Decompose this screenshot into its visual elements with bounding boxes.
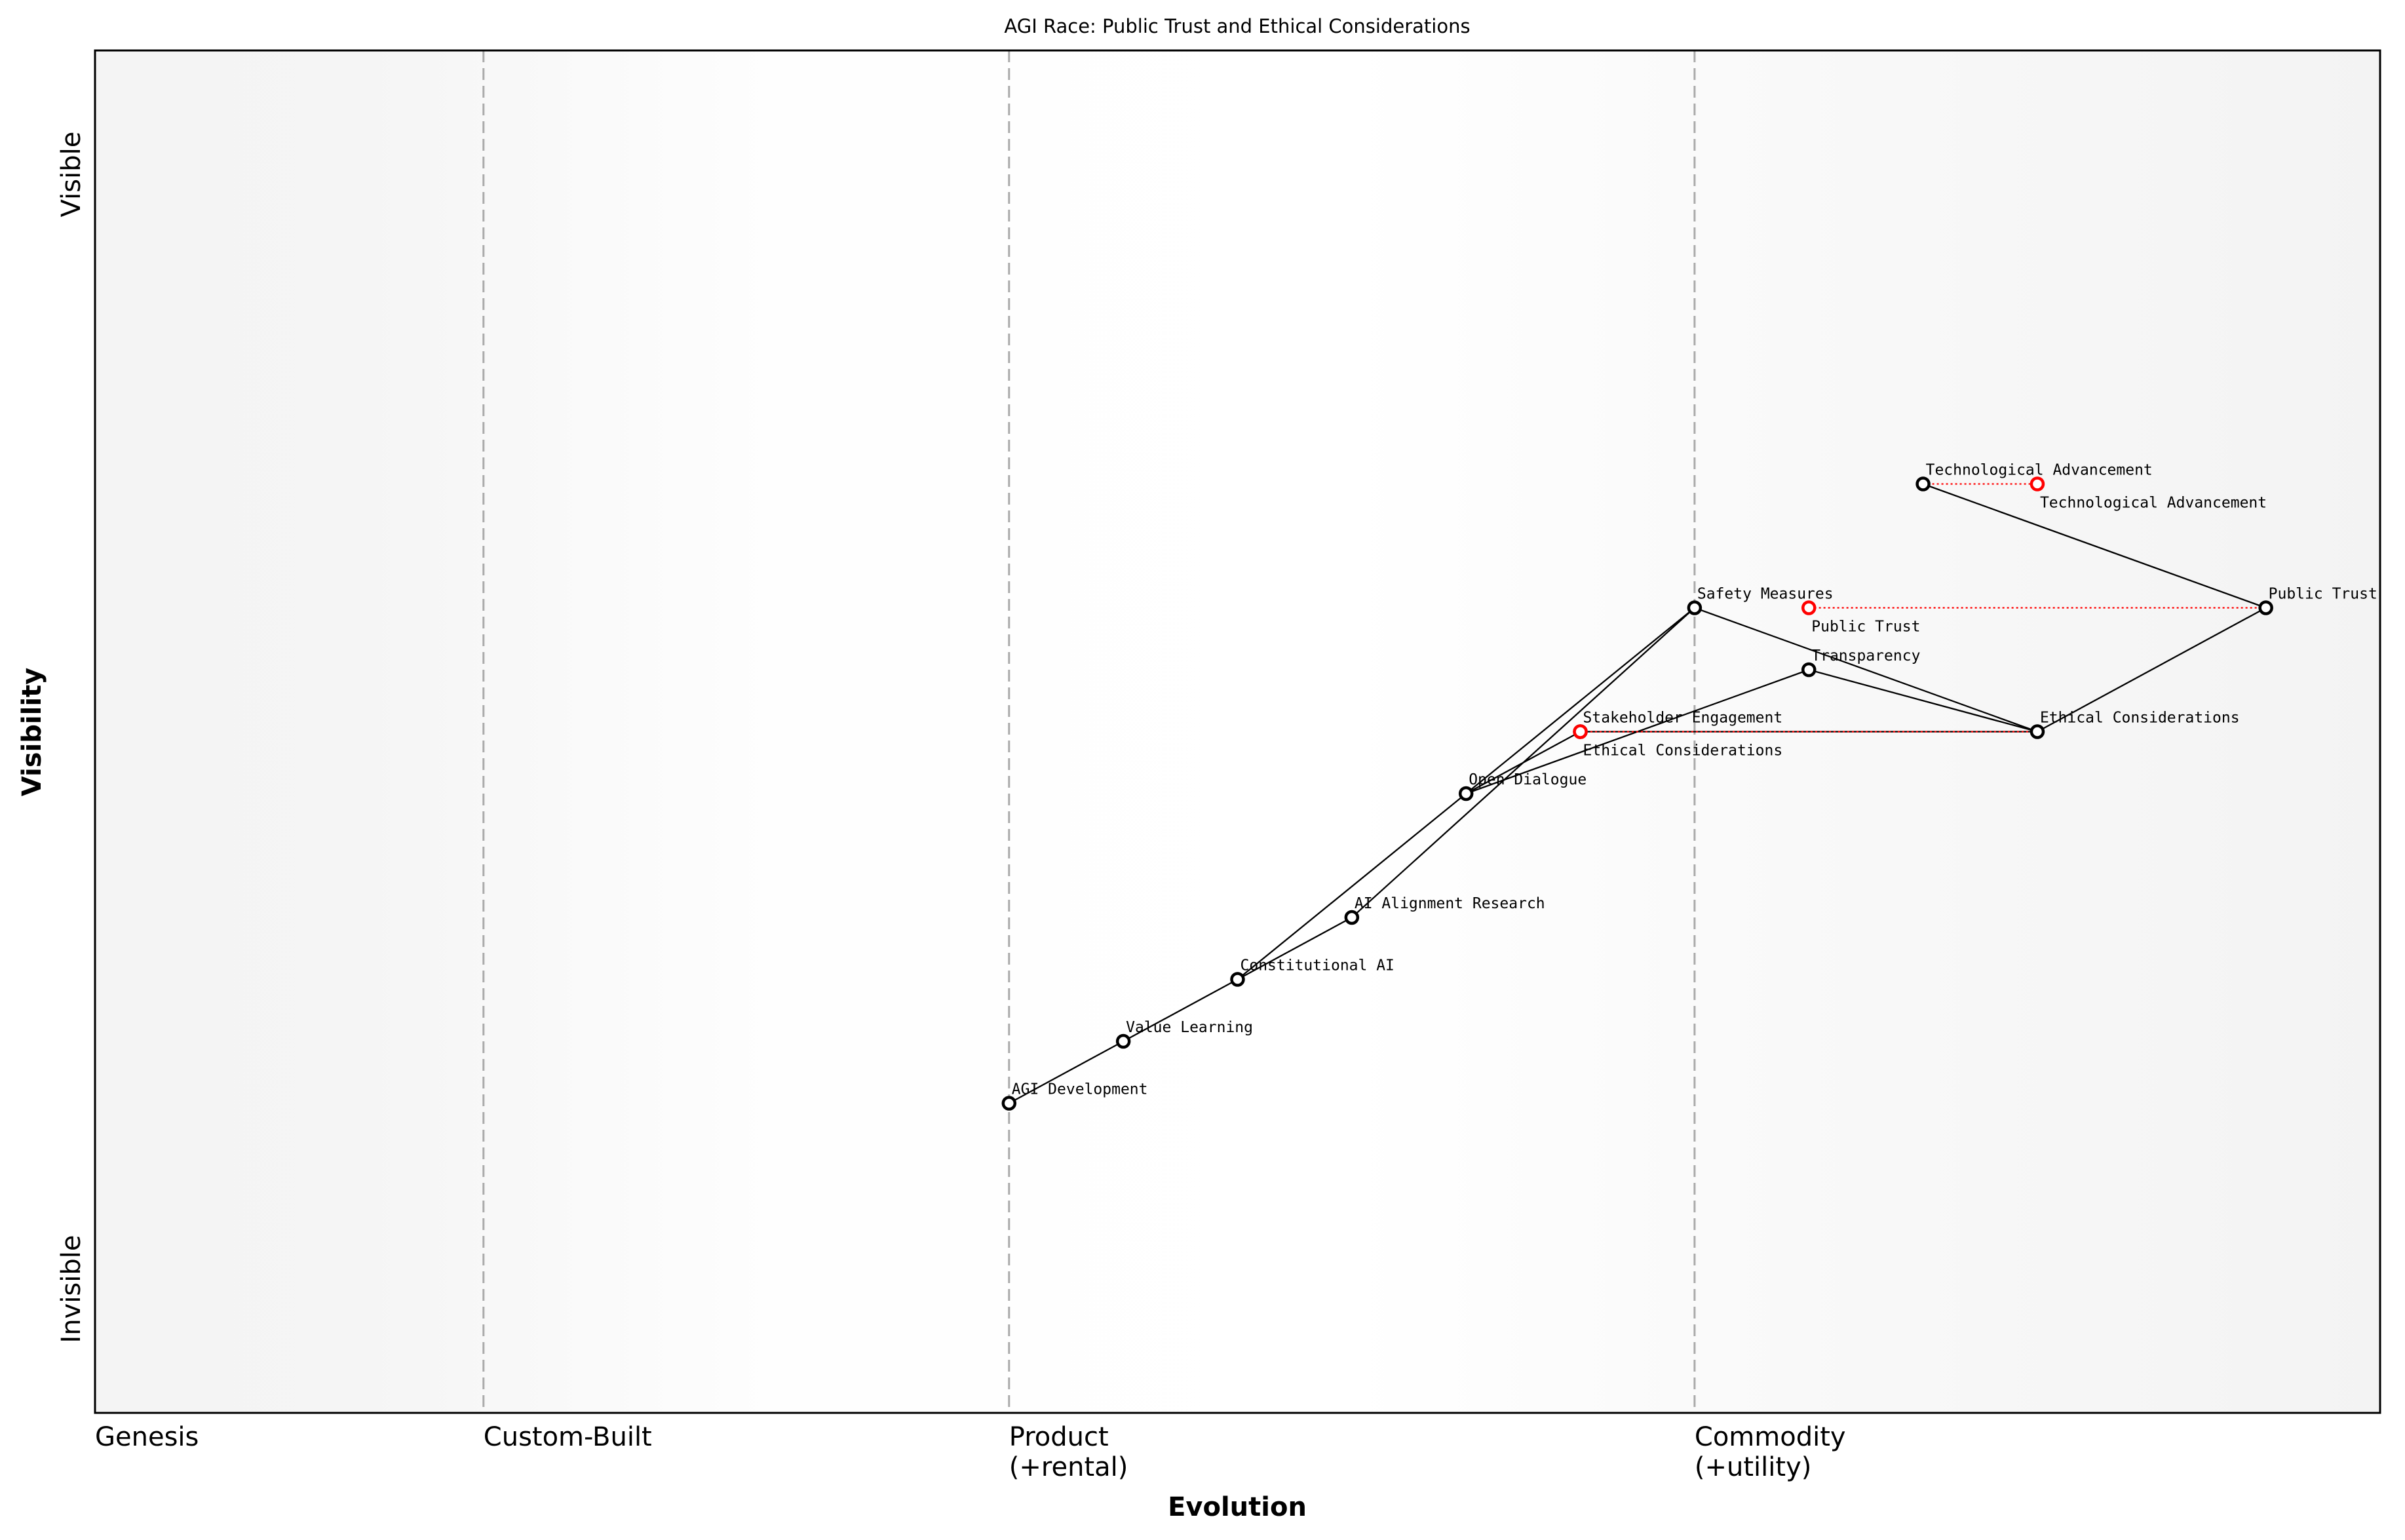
component-label: Stakeholder Engagement bbox=[1583, 710, 1783, 727]
component-marker[interactable] bbox=[1801, 662, 1817, 678]
y-tick-label: Visible bbox=[56, 132, 87, 218]
component-node[interactable]: Technological Advancement bbox=[1915, 462, 2153, 491]
evolved-label: Ethical Considerations bbox=[1583, 742, 1783, 760]
evolved-component[interactable]: Technological Advancement bbox=[2030, 476, 2267, 512]
component-node[interactable]: AI Alignment Research bbox=[1344, 895, 1545, 925]
dependency-link bbox=[1237, 916, 1353, 980]
component-node[interactable]: Ethical Considerations bbox=[2030, 710, 2240, 739]
component-label: Open Dialogue bbox=[1469, 771, 1587, 788]
dependency-link bbox=[1465, 731, 1581, 795]
component-label: Safety Measures bbox=[1697, 586, 1834, 603]
component-label: Public Trust bbox=[2269, 586, 2377, 603]
component-label: Technological Advancement bbox=[1926, 462, 2153, 479]
component-marker[interactable] bbox=[2258, 600, 2273, 615]
evolved-marker[interactable] bbox=[2030, 476, 2045, 491]
component-marker[interactable] bbox=[1001, 1096, 1017, 1111]
plot-frame bbox=[94, 49, 2381, 1414]
x-axis-label: Evolution bbox=[1168, 1492, 1307, 1522]
component-marker[interactable] bbox=[1915, 476, 1931, 491]
evolved-label: Technological Advancement bbox=[2040, 495, 2267, 512]
component-label: Constitutional AI bbox=[1241, 957, 1395, 974]
y-tick-label: Invisible bbox=[56, 1235, 87, 1343]
component-marker[interactable] bbox=[1115, 1033, 1131, 1049]
component-node[interactable]: Value Learning bbox=[1115, 1019, 1253, 1049]
component-marker[interactable] bbox=[1344, 910, 1360, 925]
evolved-component[interactable]: Ethical Considerations bbox=[1573, 724, 1783, 760]
component-node[interactable]: Constitutional AI bbox=[1230, 957, 1395, 987]
x-tick-label: Product (+rental) bbox=[1009, 1422, 1128, 1482]
component-label: Ethical Considerations bbox=[2040, 710, 2240, 727]
x-tick-label: Genesis bbox=[95, 1422, 199, 1452]
component-node[interactable]: Open Dialogue bbox=[1458, 771, 1587, 801]
evolved-label: Public Trust bbox=[1811, 619, 1920, 636]
dependency-link bbox=[1123, 978, 1239, 1043]
component-label: AI Alignment Research bbox=[1355, 895, 1545, 912]
x-tick-label: Commodity (+utility) bbox=[1695, 1422, 1846, 1482]
component-label: Value Learning bbox=[1126, 1019, 1253, 1036]
dependency-link bbox=[1237, 793, 1467, 980]
dependency-link bbox=[1923, 483, 2267, 609]
component-marker[interactable] bbox=[2030, 724, 2045, 739]
dependency-link bbox=[1694, 607, 2038, 733]
dependency-link bbox=[1009, 1040, 1124, 1104]
evolved-component[interactable]: Public Trust bbox=[1801, 600, 1920, 636]
y-axis-label: Visibility bbox=[17, 668, 47, 796]
component-marker[interactable] bbox=[1458, 786, 1474, 801]
chart-title: AGI Race: Public Trust and Ethical Consi… bbox=[1004, 15, 1470, 37]
dependency-link bbox=[1465, 607, 1695, 794]
component-node[interactable]: Safety Measures bbox=[1687, 586, 1834, 615]
component-node[interactable]: Public Trust bbox=[2258, 586, 2377, 615]
component-node[interactable]: Transparency bbox=[1801, 647, 1920, 678]
component-node[interactable]: AGI Development bbox=[1001, 1081, 1148, 1111]
dependency-link bbox=[2037, 607, 2267, 733]
dependency-link bbox=[1808, 668, 2038, 733]
evolved-marker[interactable] bbox=[1573, 724, 1588, 739]
component-label: AGI Development bbox=[1012, 1081, 1148, 1098]
x-tick-label: Custom-Built bbox=[484, 1422, 652, 1452]
evolved-marker[interactable] bbox=[1801, 600, 1817, 615]
component-label: Transparency bbox=[1811, 647, 1920, 664]
component-marker[interactable] bbox=[1687, 600, 1703, 615]
component-marker[interactable] bbox=[1230, 972, 1245, 987]
